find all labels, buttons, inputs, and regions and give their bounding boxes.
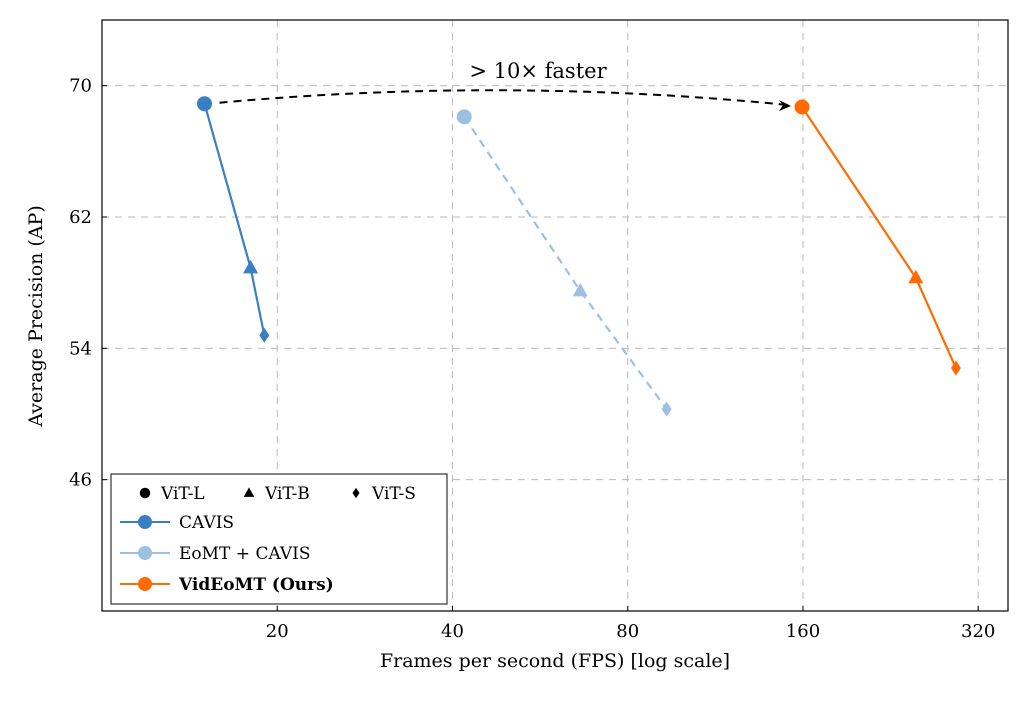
plot-frame <box>101 19 1009 612</box>
series-line <box>463 116 668 410</box>
arrowhead-icon <box>779 100 792 112</box>
legend-marker-label: ViT-L <box>160 484 205 504</box>
x-axis-label: Frames per second (FPS) [log scale] <box>380 650 730 672</box>
annotation: > 10× faster <box>219 59 792 112</box>
x-tick-label: 40 <box>441 621 464 642</box>
y-tick-label: 54 <box>69 338 92 359</box>
legend: ViT-L ViT-B ViT-S CAVIS EoMT + CAVIS VidEoMT … <box>110 473 448 605</box>
legend-marker-triangle <box>243 487 255 497</box>
legend-circle <box>138 515 152 529</box>
data-point <box>794 99 810 115</box>
series-line <box>203 103 266 336</box>
grid <box>102 20 1008 611</box>
x-tick-label: 160 <box>786 621 820 642</box>
ticks: 20 40 80 160 320 46 54 62 70 <box>69 76 995 642</box>
data-point <box>243 259 259 274</box>
legend-box <box>110 473 448 605</box>
x-tick-label: 320 <box>961 621 995 642</box>
data-point <box>197 96 213 112</box>
data-point <box>661 401 672 417</box>
legend-marker-label: ViT-S <box>371 484 416 504</box>
legend-series-label: CAVIS <box>179 513 234 533</box>
y-axis-label: Average Precision (AP) <box>25 205 47 428</box>
data-point <box>908 269 924 284</box>
legend-marker-circle <box>139 487 151 499</box>
series-line <box>801 106 957 369</box>
data-point <box>259 327 270 343</box>
y-tick-label: 62 <box>69 207 92 228</box>
legend-marker-diamond <box>352 487 360 499</box>
data-point <box>572 282 588 297</box>
legend-series-label: VidEoMT (Ours) <box>178 575 334 595</box>
series <box>197 96 961 417</box>
x-tick-label: 20 <box>266 621 289 642</box>
x-tick-label: 80 <box>616 621 639 642</box>
y-tick-label: 70 <box>69 76 92 97</box>
y-tick-label: 46 <box>69 470 92 491</box>
legend-circle <box>138 577 152 591</box>
data-point <box>950 360 961 376</box>
legend-marker-label: ViT-B <box>264 484 310 504</box>
data-point <box>456 109 472 125</box>
annotation-text: > 10× faster <box>469 59 607 83</box>
legend-circle <box>138 546 152 560</box>
legend-series-label: EoMT + CAVIS <box>179 544 311 564</box>
annotation-arrow <box>219 89 789 107</box>
